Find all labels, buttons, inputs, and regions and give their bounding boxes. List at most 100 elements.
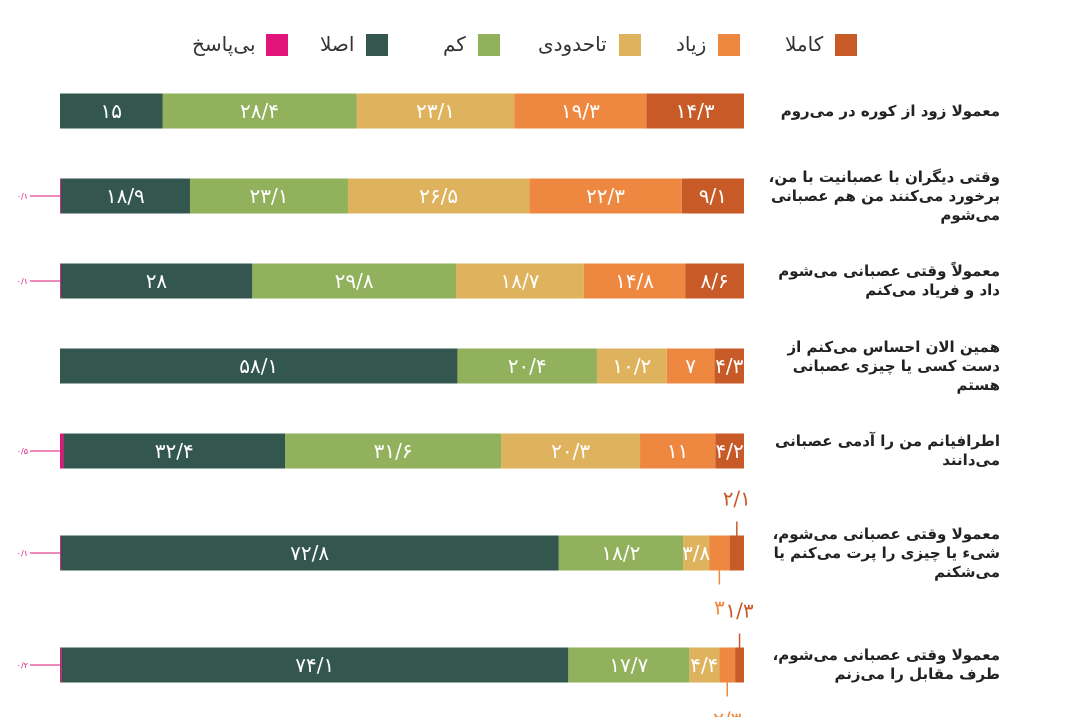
bar-segment-row6-s0: [735, 647, 744, 683]
category-label: معمولا وقتی عصبانی می‌شوم، طرف مقابل را …: [772, 646, 1000, 683]
value-label-row6-s3: ۱۷/۷: [609, 653, 648, 677]
no-answer-label-row1: ۰/۱: [17, 192, 28, 201]
value-label-row4-s1: ۱۱: [667, 439, 688, 463]
value-label-row3-s1: ۷: [685, 354, 696, 378]
bar-segment-row5-s1: [709, 535, 730, 571]
value-label-row5-s2: ۳/۸: [682, 541, 710, 565]
outside-label-row5-s0: ۲/۱: [723, 487, 751, 511]
bar-segment-row3-s0: [714, 348, 744, 384]
legend-label: اصلا: [320, 32, 355, 56]
bar-segment-row6-s2: [689, 647, 720, 683]
value-label-row3-s4: ۵۸/۱: [239, 354, 278, 378]
bar-segment-row5-s4: [60, 535, 559, 571]
category-label: اطرافیانم من را آدمی عصبانی می‌دانند: [774, 432, 1000, 469]
bar-segment-row0-s0: [646, 93, 744, 129]
category-label: معمولا زود از کوره در می‌روم: [780, 101, 1000, 120]
bar-segment-row3-s1: [666, 348, 715, 384]
bar-segment-row4-s1: [640, 433, 716, 469]
bar-segment-row3-s3: [457, 348, 597, 384]
bar-segment-row2-s5: [60, 263, 61, 299]
value-label-row2-s1: ۱۴/۸: [615, 269, 654, 293]
category-label: معمولا وقتی عصبانی می‌شوم، شیء یا چیزی ر…: [772, 524, 1000, 581]
value-label-row4-s0: ۴/۲: [716, 439, 744, 463]
bar-segment-row4-s5: [60, 433, 64, 469]
value-label-row1-s1: ۲۲/۳: [586, 184, 625, 208]
legend-swatch: [718, 34, 740, 56]
bar-segment-row2-s3: [252, 263, 457, 299]
bar-segment-row6-s1: [719, 647, 736, 683]
value-label-row5-s3: ۱۸/۲: [601, 541, 640, 565]
value-label-row4-s2: ۲۰/۳: [551, 439, 590, 463]
outside-label-row6-s0: ۱/۳: [725, 599, 753, 623]
value-label-row2-s2: ۱۸/۷: [501, 269, 540, 293]
bar-segment-row5-s2: [683, 535, 710, 571]
bar-segment-row1-s4: [60, 178, 190, 214]
legend-swatch: [619, 34, 641, 56]
value-label-row1-s3: ۲۳/۱: [249, 184, 288, 208]
legend: کاملا زیاد تاحدودی کم اصلا بی‌پاسخ: [0, 0, 1068, 90]
value-label-row2-s0: ۸/۶: [700, 269, 728, 293]
value-label-row0-s3: ۲۸/۴: [240, 99, 279, 123]
bar-segment-row0-s2: [356, 93, 515, 129]
value-label-row0-s4: ۱۵: [101, 99, 122, 123]
bar-segment-row0-s1: [514, 93, 647, 129]
value-label-row6-s4: ۷۴/۱: [295, 653, 334, 677]
legend-label: کم: [443, 32, 466, 56]
bar-segment-row1-s3: [189, 178, 348, 214]
bar-segment-row4-s2: [501, 433, 641, 469]
bar-segment-row4-s4: [63, 433, 286, 469]
no-answer-label-row5: ۰/۱: [17, 549, 28, 558]
legend-label: بی‌پاسخ: [192, 32, 256, 56]
legend-swatch: [366, 34, 388, 56]
value-label-row4-s3: ۳۱/۶: [374, 439, 413, 463]
bar-segment-row5-s0: [729, 535, 744, 571]
bar-segment-row6-s4: [61, 647, 569, 683]
legend-label: زیاد: [676, 32, 707, 56]
legend-label: کاملا: [785, 32, 824, 56]
bar-segment-row0-s3: [162, 93, 357, 129]
bar-segment-row3-s4: [60, 348, 458, 384]
value-label-row6-s2: ۴/۴: [690, 653, 718, 677]
outside-label-row6-s1: ۲/۳: [713, 708, 741, 717]
bar-segment-row2-s1: [583, 263, 686, 299]
category-label: معمولاً وقتی عصبانی می‌شوم داد و فریاد م…: [778, 262, 1000, 299]
value-label-row0-s2: ۲۳/۱: [416, 99, 455, 123]
bar-segment-row2-s2: [456, 263, 584, 299]
bar-segment-row2-s0: [685, 263, 744, 299]
legend-swatch: [266, 34, 288, 56]
legend-label: تاحدودی: [538, 32, 607, 56]
value-label-row0-s0: ۱۴/۳: [676, 99, 715, 123]
category-label: وقتی دیگران با عصبانیت با من، برخورد می‌…: [768, 167, 1000, 224]
legend-swatch: [478, 34, 500, 56]
bar-segment-row1-s1: [529, 178, 682, 214]
bar-segment-row6-s3: [568, 647, 690, 683]
bar-segment-row5-s5: [60, 535, 61, 571]
outside-label-row5-s1: ۳: [714, 596, 725, 620]
bar-segment-row6-s5: [60, 647, 62, 683]
value-label-row5-s4: ۷۲/۸: [290, 541, 329, 565]
bar-segment-row0-s4: [60, 93, 163, 129]
bar-segment-row4-s3: [285, 433, 502, 469]
value-label-row1-s4: ۱۸/۹: [106, 184, 145, 208]
value-label-row3-s3: ۲۰/۴: [508, 354, 547, 378]
no-answer-label-row4: ۰/۵: [17, 447, 28, 456]
value-label-row4-s4: ۳۲/۴: [155, 439, 194, 463]
no-answer-label-row2: ۰/۱: [17, 277, 28, 286]
bar-segment-row5-s3: [558, 535, 684, 571]
bar-segment-row1-s5: [60, 178, 61, 214]
value-label-row2-s4: ۲۸: [146, 269, 168, 293]
value-label-row1-s2: ۲۶/۵: [419, 184, 458, 208]
bar-segment-row1-s0: [681, 178, 744, 214]
bar-segment-row3-s2: [596, 348, 667, 384]
value-label-row3-s2: ۱۰/۲: [612, 354, 651, 378]
value-label-row0-s1: ۱۹/۳: [561, 99, 600, 123]
legend-swatch: [835, 34, 857, 56]
bar-segment-row1-s2: [347, 178, 530, 214]
value-label-row3-s0: ۴/۳: [715, 354, 743, 378]
value-label-row1-s0: ۹/۱: [699, 184, 727, 208]
value-label-row2-s3: ۲۹/۸: [335, 269, 374, 293]
bar-segment-row4-s0: [715, 433, 744, 469]
bar-segment-row2-s4: [60, 263, 253, 299]
category-label: همین الان احساس می‌کنم از دست کسی یا چیز…: [787, 337, 1000, 394]
